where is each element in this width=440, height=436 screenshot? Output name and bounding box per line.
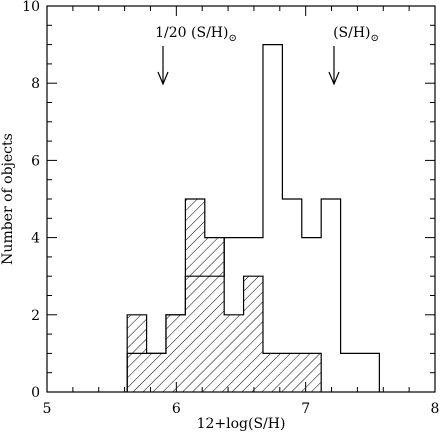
open-histogram-outline	[126, 44, 380, 392]
y-tick-label: 4	[31, 231, 40, 247]
x-tick-label: 8	[431, 401, 440, 417]
x-tick-label: 5	[43, 401, 52, 417]
annotations: 1/20 (S/H)⊙ (S/H)⊙	[155, 25, 379, 86]
hatched-bar	[262, 353, 283, 392]
hatched-bar	[204, 237, 225, 392]
x-tick-label: 7	[301, 401, 310, 417]
y-tick-label: 2	[31, 308, 40, 324]
x-tick-label: 6	[172, 401, 181, 417]
y-tick-label: 8	[31, 76, 40, 92]
hatched-bar	[165, 314, 186, 392]
hatched-bar	[243, 276, 263, 392]
hatched-bar	[282, 353, 302, 392]
hatched-bar	[185, 199, 205, 392]
annotation-arrow-head	[157, 71, 169, 86]
axes: 5 6 7 8 0 2 4 6 8 10	[22, 0, 439, 417]
y-tick-label: 10	[22, 0, 40, 15]
hatched-bar	[224, 314, 244, 392]
y-axis-label: Number of objects	[0, 133, 16, 265]
annotation-label: 1/20 (S/H)⊙	[155, 25, 237, 44]
hatched-bar	[301, 353, 322, 392]
y-tick-label: 0	[31, 385, 40, 401]
y-tick-label: 6	[31, 153, 40, 169]
annotation-label: (S/H)⊙	[333, 25, 379, 44]
x-axis-label: 12+log(S/H)	[197, 416, 286, 432]
plot-area	[126, 44, 380, 392]
hatched-bar	[146, 353, 166, 392]
annotation-arrow-head	[328, 71, 340, 86]
